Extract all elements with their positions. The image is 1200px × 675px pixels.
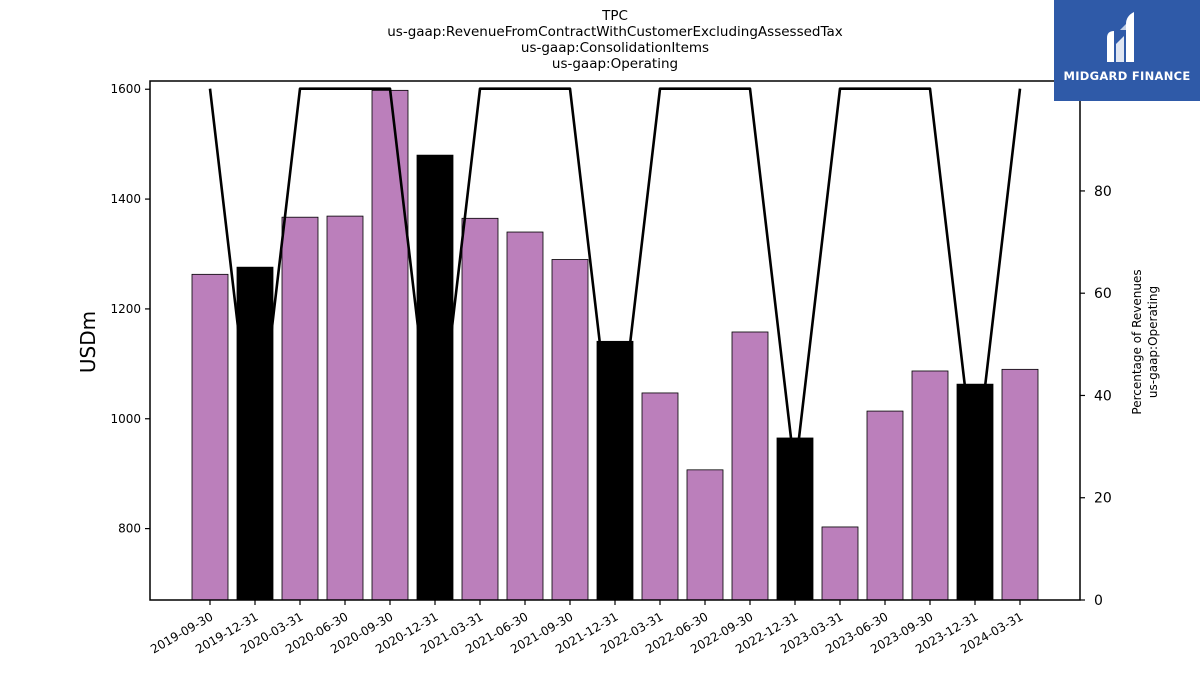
- logo-mark-icon: [1107, 12, 1134, 62]
- bar-2021-03-31: [461, 217, 499, 601]
- brand-logo: MIDGARD FINANCE: [1054, 0, 1200, 101]
- bar-2019-12-31: [236, 266, 274, 601]
- y2-tick-label-20: 20: [1094, 491, 1112, 507]
- logo-text: MIDGARD FINANCE: [1063, 69, 1191, 83]
- y2-tick-label-80: 80: [1094, 184, 1112, 200]
- bar-2020-03-31: [281, 216, 319, 601]
- y-tick-label-1400: 1400: [110, 192, 141, 206]
- bar-2023-12-31: [956, 383, 994, 601]
- y-tick-label-1200: 1200: [110, 302, 141, 316]
- y-axis-label: USDm: [76, 311, 100, 373]
- y2-tick-label-40: 40: [1094, 388, 1112, 404]
- bar-2020-06-30: [326, 215, 364, 601]
- bar-2021-06-30: [506, 231, 544, 601]
- y-tick-label-1000: 1000: [110, 412, 141, 426]
- bars-group: [191, 89, 1039, 601]
- y-tick-label-1600: 1600: [110, 82, 141, 96]
- bar-2022-09-30: [731, 331, 769, 601]
- bar-2022-06-30: [686, 469, 724, 601]
- y2-tick-label-60: 60: [1094, 286, 1112, 302]
- bar-2023-06-30: [866, 410, 904, 601]
- y2-axis-label-line-1: Percentage of Revenues: [1130, 269, 1144, 414]
- chart-title-line-4: us-gaap:Operating: [551, 56, 679, 72]
- bar-2019-09-30: [191, 273, 229, 601]
- bar-2020-12-31: [416, 154, 454, 601]
- chart-title-line-3: us-gaap:ConsolidationItems: [520, 40, 710, 56]
- bar-2021-09-30: [551, 259, 589, 601]
- chart-title-line-2: us-gaap:RevenueFromContractWithCustomerE…: [387, 24, 843, 40]
- percentage-line: [208, 87, 1022, 474]
- y2-tick-label-0: 0: [1094, 593, 1103, 609]
- bar-2023-09-30: [911, 370, 949, 601]
- bar-2022-03-31: [641, 392, 679, 601]
- bar-2023-03-31: [821, 526, 859, 601]
- y-tick-label-800: 800: [118, 522, 141, 536]
- chart-title-line-1: TPC: [602, 8, 628, 24]
- y2-axis-label-line-2: us-gaap:Operating: [1146, 286, 1160, 398]
- line-group: [208, 87, 1022, 474]
- bar-2024-03-31: [1001, 368, 1039, 601]
- bar-2020-09-30: [371, 89, 409, 601]
